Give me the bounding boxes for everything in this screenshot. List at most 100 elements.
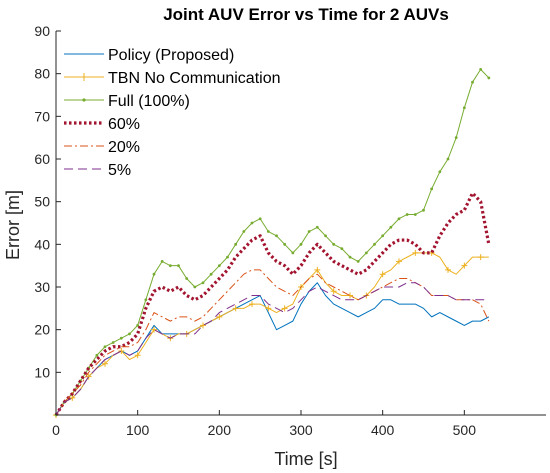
data-point [445,266,451,273]
legend-entry: Policy (Proposed) [64,47,234,64]
legend-entry: Full (100%) [64,93,190,110]
y-tick-label: 30 [34,279,50,295]
x-tick-label: 200 [208,422,232,438]
legend: Policy (Proposed) TBN No Communication Ful… [64,47,281,179]
data-point [160,260,164,263]
data-point [177,264,180,268]
data-point [258,217,262,221]
y-tick-label: 90 [34,23,50,39]
x-tick-label: 100 [126,422,150,438]
legend-entry: 60% [64,116,140,133]
legend-label: 20% [108,139,140,156]
x-tick-label: 300 [289,422,313,438]
chart-title: Joint AUV Error vs Time for 2 AUVs [163,5,449,24]
data-point [477,254,484,261]
data-point [201,281,205,285]
legend-marker [80,73,88,81]
legend-label: Policy (Proposed) [108,47,234,64]
data-point [103,345,107,349]
data-point [266,230,270,233]
data-point [232,305,239,312]
y-tick-label: 70 [34,108,50,124]
y-axis-title: Error [m] [3,190,23,260]
data-point [275,234,278,238]
data-point [397,217,401,221]
data-point [283,242,287,246]
data-point [144,298,148,302]
data-point [356,260,360,263]
data-point [315,225,319,229]
y-tick-label: 40 [34,236,50,252]
series-5 [55,282,489,416]
data-point [85,373,92,380]
legend-marker [82,98,86,102]
data-point [119,336,123,340]
legend-label: TBN No Communication [108,70,281,87]
series-2 [54,68,491,417]
data-point [265,305,272,312]
series-3 [54,191,491,416]
data-point [216,313,223,320]
data-point [438,170,442,174]
data-point [479,68,483,71]
data-point [347,292,353,299]
legend-label: 5% [108,162,131,179]
data-point [250,221,254,225]
data-point [462,106,466,110]
plot-area [53,68,491,418]
data-point [134,352,141,359]
y-tick-label: 60 [34,151,50,167]
x-tick-label: 400 [371,422,395,438]
data-point [249,301,255,308]
legend-entry: TBN No Communication [64,70,281,87]
data-point [136,324,140,327]
data-point [152,272,156,276]
data-point [185,277,189,280]
data-point [151,326,157,333]
data-point [314,266,321,273]
series-line [54,191,491,416]
data-point [291,251,295,255]
data-point [487,76,491,80]
series-line [55,282,489,416]
x-axis-title: Time [s] [274,449,337,469]
data-point [118,348,125,354]
data-point [217,264,221,268]
legend-label: 60% [108,116,140,133]
data-point [430,187,434,191]
data-point [168,264,172,268]
data-point [95,353,99,357]
legend-entry: 20% [64,139,140,156]
data-point [226,255,229,259]
data-point [379,271,386,278]
data-point [412,249,419,256]
data-point [471,80,474,84]
data-point [128,332,131,336]
data-point [242,230,246,233]
data-point [373,242,376,246]
data-point [422,208,425,212]
data-point [193,285,197,289]
y-tick-label: 80 [34,66,50,82]
axes: 0 100 200 300 400 500 10 20 30 40 50 60 70 80 90 [34,23,546,438]
data-point [446,157,450,161]
data-point [307,230,311,233]
data-point [281,305,288,312]
y-tick-label: 10 [34,364,50,380]
data-point [396,258,402,265]
y-tick-label: 50 [34,194,50,210]
legend-label: Full (100%) [108,93,190,110]
x-tick-label: 500 [453,422,477,438]
series-line [55,68,490,416]
data-point [209,272,213,276]
series-1 [53,249,489,418]
data-point [389,225,393,229]
x-tick-label: 0 [52,422,60,438]
data-point [364,251,368,255]
data-point [332,242,336,246]
data-point [454,136,458,140]
data-point [299,242,303,246]
data-point [102,360,108,367]
